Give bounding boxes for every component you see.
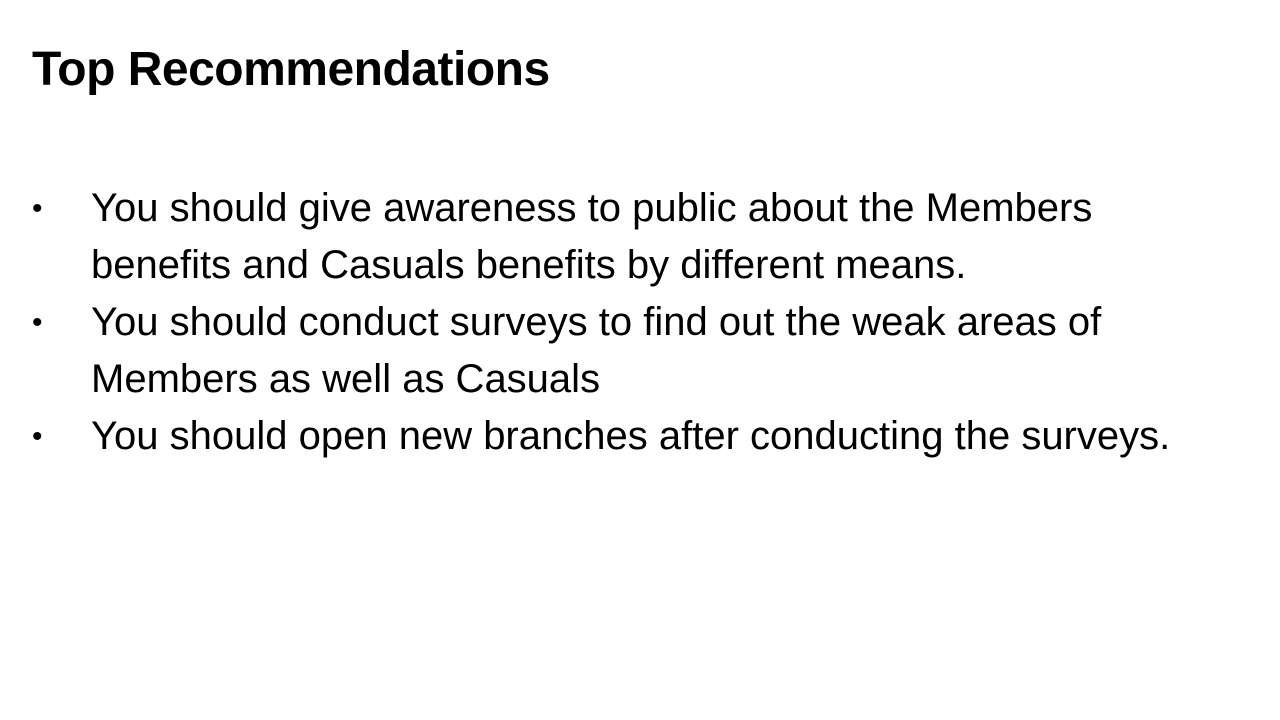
bullet-text: You should give awareness to public abou… — [91, 186, 1093, 287]
slide-title: Top Recommendations — [32, 43, 550, 96]
bullet-icon: • — [32, 420, 43, 453]
bullet-text: You should conduct surveys to find out t… — [91, 300, 1102, 401]
bullet-icon: • — [32, 306, 43, 339]
bullet-item: • You should conduct surveys to find out… — [32, 294, 1232, 408]
bullet-list: • You should give awareness to public ab… — [32, 180, 1232, 465]
bullet-item: • You should open new branches after con… — [32, 408, 1232, 465]
bullet-text: You should open new branches after condu… — [91, 414, 1171, 458]
bullet-icon: • — [32, 192, 43, 225]
bullet-item: • You should give awareness to public ab… — [32, 180, 1232, 294]
